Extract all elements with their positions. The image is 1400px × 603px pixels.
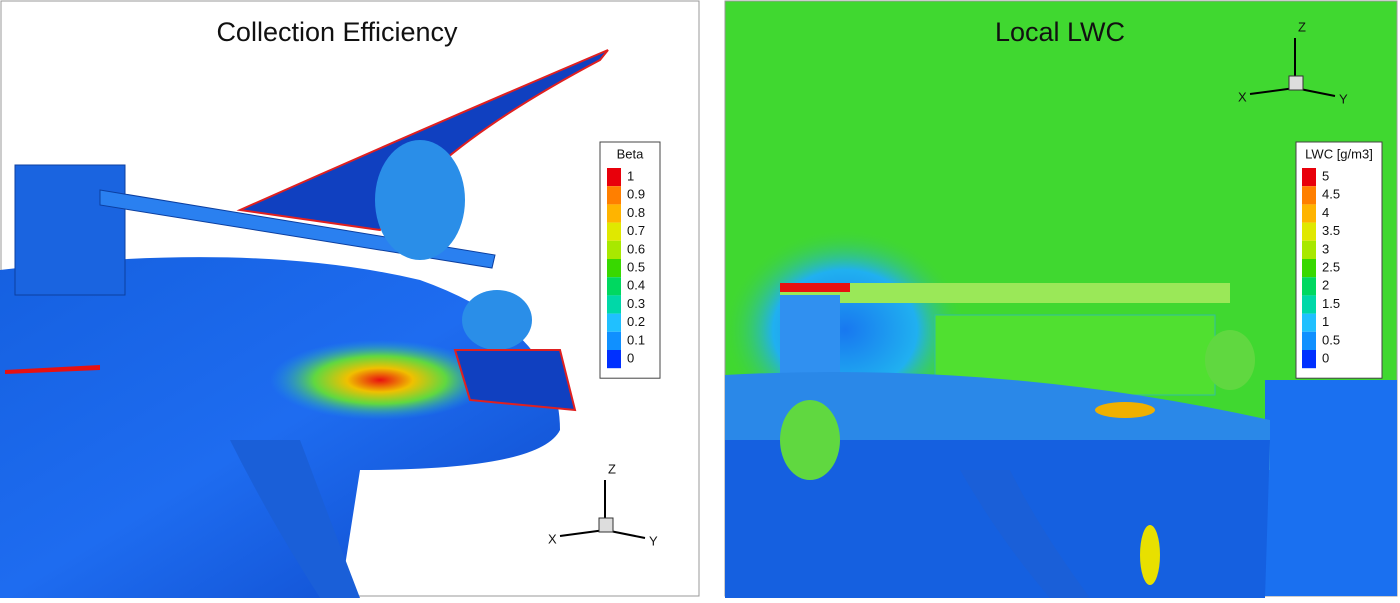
- boom: [780, 283, 1230, 303]
- legend-label: 4: [1322, 205, 1329, 220]
- legend-label: 0.7: [627, 223, 645, 238]
- legend-swatch: [1302, 331, 1316, 350]
- payload-box: [780, 295, 840, 375]
- rotor-blade: [453, 349, 577, 412]
- wake-zone: [1265, 380, 1397, 596]
- legend-label: 1: [627, 169, 634, 184]
- rotor-hub: [1205, 330, 1255, 390]
- hot-spot: [1140, 525, 1160, 585]
- legend-label: 0.9: [627, 187, 645, 202]
- legend-swatch: [1302, 313, 1316, 332]
- legend-swatch: [607, 350, 621, 369]
- legend-label: 0.3: [627, 296, 645, 311]
- legend-swatch: [607, 186, 621, 205]
- left-panel: [0, 0, 700, 598]
- legend-swatch: [607, 259, 621, 278]
- legend-swatch: [607, 204, 621, 223]
- legend-label: 2: [1322, 278, 1329, 293]
- legend-swatch: [1302, 222, 1316, 241]
- legend-swatch: [607, 295, 621, 314]
- annotations: Collection Efficiency Beta 1 0.9 0.8 0.7 0.6 0.…: [216, 17, 1383, 548]
- legend-swatch: [607, 313, 621, 332]
- legend-swatch: [607, 277, 621, 296]
- panel-title: Local LWC: [995, 17, 1125, 47]
- axis-label: Z: [1298, 19, 1306, 34]
- legend-swatch: [1302, 350, 1316, 369]
- legend-swatch: [1302, 295, 1316, 314]
- legend-title: LWC [g/m3]: [1305, 146, 1373, 161]
- legend-label: 1: [1322, 314, 1329, 329]
- legend-label: 0.6: [627, 241, 645, 256]
- axis-label: Z: [608, 461, 616, 476]
- drone-leg: [230, 440, 360, 598]
- legend-label: 2.5: [1322, 260, 1340, 275]
- rotor-hub: [462, 290, 532, 350]
- legend-label: 0.5: [627, 260, 645, 275]
- panel-title: Collection Efficiency: [216, 17, 458, 47]
- legend-label: 0: [627, 351, 634, 366]
- axis-cube: [598, 517, 614, 533]
- legend-swatch: [607, 222, 621, 241]
- legend-label: 3: [1322, 241, 1329, 256]
- legend-label: 0.2: [627, 314, 645, 329]
- legend-swatch: [607, 331, 621, 350]
- legend-swatch: [607, 168, 621, 187]
- right-panel: [724, 0, 1398, 598]
- axis-label: Y: [1339, 91, 1348, 106]
- legend-swatch: [1302, 168, 1316, 187]
- axis-line: [1249, 87, 1296, 95]
- hot-spot: [1095, 402, 1155, 418]
- axis-label: Y: [649, 533, 658, 548]
- drone-body: [0, 257, 560, 598]
- rotor-hub: [375, 140, 465, 260]
- legend-label: 1.5: [1322, 296, 1340, 311]
- legend-label: 0.1: [627, 332, 645, 347]
- axis-label: X: [548, 531, 557, 546]
- legend-label: 0.4: [627, 278, 645, 293]
- legend-label: 4.5: [1322, 187, 1340, 202]
- legend-label: 0: [1322, 351, 1329, 366]
- drone-leg: [960, 470, 1090, 598]
- leading-edge: [780, 283, 850, 292]
- legend-label: 0.5: [1322, 332, 1340, 347]
- legend-swatch: [1302, 186, 1316, 205]
- axis-line: [559, 529, 606, 537]
- legend-swatch: [1302, 259, 1316, 278]
- legend-label: 5: [1322, 169, 1329, 184]
- legend-swatch: [1302, 277, 1316, 296]
- axis-cube: [1288, 75, 1304, 91]
- impingement-zone: [270, 340, 490, 420]
- legend-label: 3.5: [1322, 223, 1340, 238]
- rotor-hub: [780, 400, 840, 480]
- legend-title: Beta: [617, 146, 645, 161]
- legend-swatch: [607, 240, 621, 259]
- legend-swatch: [1302, 240, 1316, 259]
- payload-box: [14, 164, 126, 296]
- leading-edge: [5, 365, 100, 374]
- legend-swatch: [1302, 204, 1316, 223]
- axis-label: X: [1238, 89, 1247, 104]
- legend-label: 0.8: [627, 205, 645, 220]
